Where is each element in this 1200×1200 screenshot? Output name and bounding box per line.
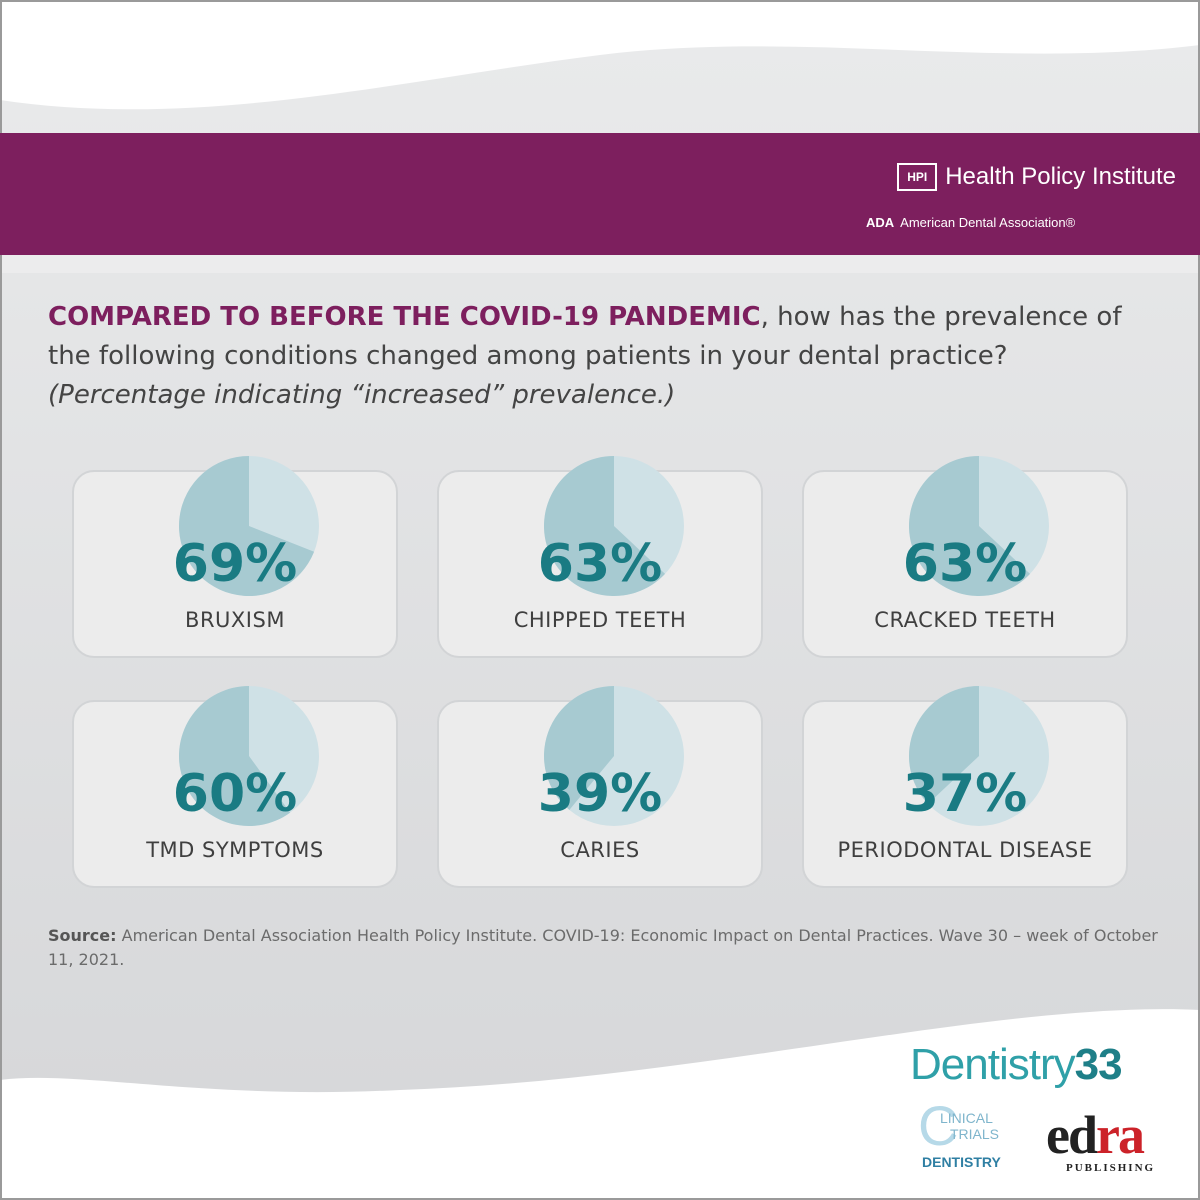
pie-chart (909, 686, 1049, 826)
edra-logo: edra (1046, 1105, 1145, 1165)
stat-card: 37% PERIODONTAL DISEASE (802, 686, 1128, 888)
source-label: Source: (48, 926, 117, 945)
category-label: CARIES (560, 838, 640, 862)
question-text: COMPARED TO BEFORE THE COVID-19 PANDEMIC… (48, 298, 1158, 415)
edra-ra: ra (1096, 1105, 1145, 1165)
value-label: 63% (537, 534, 663, 594)
ada-logo: ADA American Dental Association® (866, 215, 1075, 230)
pie-slice-increased (909, 456, 1031, 596)
category-label: PERIODONTAL DISEASE (837, 838, 1093, 862)
edra-d: d (1067, 1105, 1098, 1165)
category-label: BRUXISM (185, 608, 285, 632)
ada-name: American Dental Association® (900, 215, 1076, 230)
stat-card: 63% CHIPPED TEETH (437, 456, 763, 658)
question-lead: COMPARED TO BEFORE THE COVID-19 PANDEMIC (48, 302, 761, 332)
source-text: American Dental Association Health Polic… (48, 926, 1158, 969)
value-label: 39% (537, 764, 663, 824)
edra-publishing: PUBLISHING (1066, 1162, 1156, 1174)
clinical-trials-logo: C LINICAL TRIALS DENTISTRY (918, 1098, 1018, 1178)
dentistry33-word: Dentistry (910, 1040, 1076, 1089)
ct-logo-c: C (918, 1094, 959, 1157)
header-banner: HPI Health Policy Institute ADA American … (0, 133, 1200, 255)
stat-card: 39% CARIES (437, 686, 763, 888)
stat-card: 63% CRACKED TEETH (802, 456, 1128, 658)
dentistry33-logo: Dentistry33 (910, 1040, 1123, 1090)
pie-slice-increased (179, 456, 315, 596)
hpi-title: Health Policy Institute (945, 163, 1176, 190)
hpi-logo: HPI Health Policy Institute (897, 163, 1176, 191)
ct-logo-line2: TRIALS (950, 1126, 1000, 1142)
value-label: 60% (172, 764, 298, 824)
value-label: 69% (172, 534, 298, 594)
hpi-badge: HPI (897, 163, 938, 191)
category-label: CRACKED TEETH (874, 608, 1056, 632)
category-label: CHIPPED TEETH (513, 608, 687, 632)
pie-slice-increased (179, 686, 291, 826)
question-rest: , how has the prevalence of the followin… (48, 302, 1122, 371)
pie-chart (179, 456, 319, 596)
source-note: Source: American Dental Association Heal… (48, 924, 1158, 972)
value-label: 63% (902, 534, 1028, 594)
edra-e: e (1046, 1105, 1070, 1165)
ada-abbr: ADA (866, 215, 895, 230)
pie-slice-increased (909, 686, 979, 804)
pie-chart (544, 456, 684, 596)
dentistry33-number: 33 (1074, 1040, 1123, 1089)
pie-chart (544, 686, 684, 826)
pie-chart (909, 456, 1049, 596)
value-label: 37% (902, 764, 1028, 824)
pie-slice-increased (544, 686, 614, 810)
pie-slice-increased (544, 456, 666, 596)
ct-logo-line3: DENTISTRY (922, 1154, 1001, 1170)
stat-card: 69% BRUXISM (72, 456, 398, 658)
stat-card: 60% TMD SYMPTOMS (72, 686, 398, 888)
ct-logo-line1: LINICAL (940, 1110, 993, 1126)
pie-chart (179, 686, 319, 826)
category-label: TMD SYMPTOMS (146, 838, 324, 862)
question-subtitle: (Percentage indicating “increased” preva… (48, 380, 676, 410)
